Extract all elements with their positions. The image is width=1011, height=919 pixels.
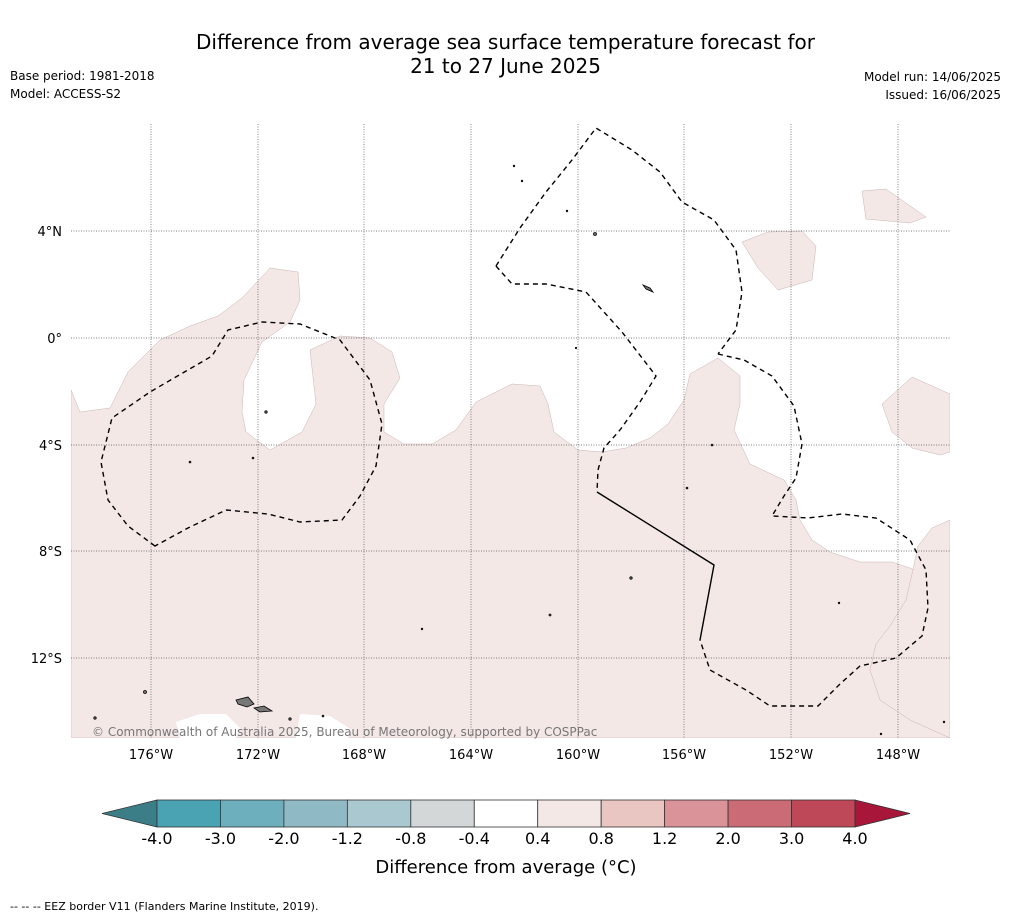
- eez-footnote: -- -- -- EEZ border V11 (Flanders Marine…: [10, 900, 319, 913]
- colorbar-tick-label: 2.0: [715, 829, 740, 848]
- colorbar-tick-label: -3.0: [205, 829, 236, 848]
- colorbar-extend-high: [854, 799, 911, 828]
- island-dot-15: [420, 627, 424, 631]
- title-line-2: 21 to 27 June 2025: [410, 54, 601, 78]
- island-dot-14: [251, 456, 255, 460]
- colorbar-tick-label: 4.0: [842, 829, 867, 848]
- model-text: Model: ACCESS-S2: [10, 87, 122, 101]
- colorbar-tick-label: -2.0: [268, 829, 299, 848]
- title-line-1: Difference from average sea surface temp…: [195, 30, 815, 54]
- colorbar-segment: [283, 799, 348, 828]
- island-savaii: [235, 696, 255, 708]
- island-dot-18: [942, 720, 946, 724]
- copyright-text: © Commonwealth of Australia 2025, Bureau…: [92, 725, 597, 739]
- colorbar-segment: [346, 799, 412, 828]
- island-dot-8: [685, 486, 689, 490]
- lon-label: 160°W: [556, 748, 600, 763]
- island-dot-19: [574, 346, 578, 350]
- anomaly-region-main: [71, 267, 950, 738]
- islands: [93, 164, 946, 736]
- island-dot-17: [879, 732, 883, 736]
- island-dot-7: [548, 613, 552, 617]
- model-run-text: Model run: 14/06/2025: [863, 70, 1001, 84]
- island-dot-10: [565, 209, 569, 213]
- anomaly-region-east: [881, 376, 950, 456]
- lon-label: 172°W: [236, 748, 280, 763]
- island-dot-12: [520, 179, 524, 183]
- colorbar-tick-label: 0.4: [525, 829, 550, 848]
- island-dot-2: [264, 410, 268, 414]
- anomaly-region-southeast: [869, 519, 950, 738]
- colorbar-tick-label: -1.2: [332, 829, 363, 848]
- lat-label: 8°S: [39, 545, 62, 560]
- island-small-1: [641, 284, 655, 293]
- issued-text: Issued: 16/06/2025: [885, 88, 1001, 102]
- anomaly-region-northeast: [741, 230, 817, 291]
- anomaly-layer: [71, 188, 950, 738]
- island-dot-6: [629, 576, 633, 580]
- colorbar-segment: [220, 799, 285, 828]
- colorbar-tick-label: -4.0: [141, 829, 172, 848]
- lon-label: 156°W: [662, 748, 706, 763]
- island-dot-1: [593, 232, 597, 236]
- lon-label: 152°W: [769, 748, 813, 763]
- colorbar-segment: [156, 799, 221, 828]
- meta-left: Base period: 1981-2018 Model: ACCESS-S2: [10, 67, 155, 103]
- neutral-region-south-2: [296, 714, 352, 738]
- meta-right: Model run: 14/06/2025 Issued: 16/06/2025: [864, 68, 1001, 104]
- island-dot-4: [93, 716, 97, 720]
- island-dot-5: [288, 717, 292, 721]
- colorbar-segment: [600, 799, 666, 828]
- colorbar-segments: [156, 799, 856, 828]
- base-period-text: Base period: 1981-2018: [10, 69, 155, 83]
- anomaly-region-north: [861, 188, 927, 224]
- graticule: [71, 124, 950, 738]
- eez-border-line-islands-west: [495, 265, 657, 493]
- lon-label: 148°W: [876, 748, 920, 763]
- chart-title: Difference from average sea surface temp…: [0, 30, 1011, 78]
- lat-label: 0°: [47, 332, 62, 347]
- island-dot-20: [321, 714, 325, 718]
- eez-border-line-south: [596, 491, 715, 641]
- eez-border-kiribati-phoenix: [100, 321, 383, 547]
- colorbar-segment: [664, 799, 729, 828]
- colorbar-segment: [473, 799, 539, 828]
- colorbar-extend-low: [101, 799, 158, 828]
- eez-border-solid-segment: [596, 491, 715, 641]
- island-upolu: [252, 705, 274, 713]
- eez-border-line-islands-north: [495, 127, 743, 355]
- colorbar-tick-labels: -4.0 -3.0 -2.0 -1.2 -0.8 -0.4 0.4 0.8 1.2 2.0 3.0 4…: [141, 829, 867, 848]
- colorbar-segment: [791, 799, 856, 828]
- colorbar-segment: [537, 799, 602, 828]
- lat-label: 4°N: [38, 225, 63, 240]
- island-dot-9: [710, 443, 714, 447]
- island-dot-11: [512, 164, 516, 168]
- colorbar-segment: [727, 799, 792, 828]
- colorbar-segment: [410, 799, 475, 828]
- latitude-labels: 4°N 0° 4°S 8°S 12°S: [31, 225, 62, 667]
- island-dot-16: [837, 601, 841, 605]
- lon-label: 176°W: [129, 748, 173, 763]
- island-dot-13: [188, 460, 192, 464]
- colorbar-title: Difference from average (°C): [375, 857, 636, 878]
- colorbar-tick-label: 1.2: [652, 829, 677, 848]
- eez-borders: [100, 127, 929, 707]
- colorbar-tick-label: -0.4: [459, 829, 490, 848]
- colorbar-tick-label: 3.0: [779, 829, 804, 848]
- lon-label: 168°W: [342, 748, 386, 763]
- eez-border-cook-islands: [699, 353, 929, 707]
- colorbar-tick-label: -0.8: [395, 829, 426, 848]
- colorbar-tick-label: 0.8: [588, 829, 613, 848]
- colorbar: -4.0 -3.0 -2.0 -1.2 -0.8 -0.4 0.4 0.8 1.2 2.0 3.0 4…: [101, 799, 911, 878]
- lat-label: 4°S: [39, 439, 62, 454]
- lat-label: 12°S: [31, 652, 62, 667]
- lon-label: 164°W: [449, 748, 493, 763]
- neutral-region-south: [176, 714, 240, 738]
- island-dot-3: [143, 690, 147, 694]
- longitude-labels: 176°W 172°W 168°W 164°W 160°W 156°W 152°…: [129, 748, 920, 763]
